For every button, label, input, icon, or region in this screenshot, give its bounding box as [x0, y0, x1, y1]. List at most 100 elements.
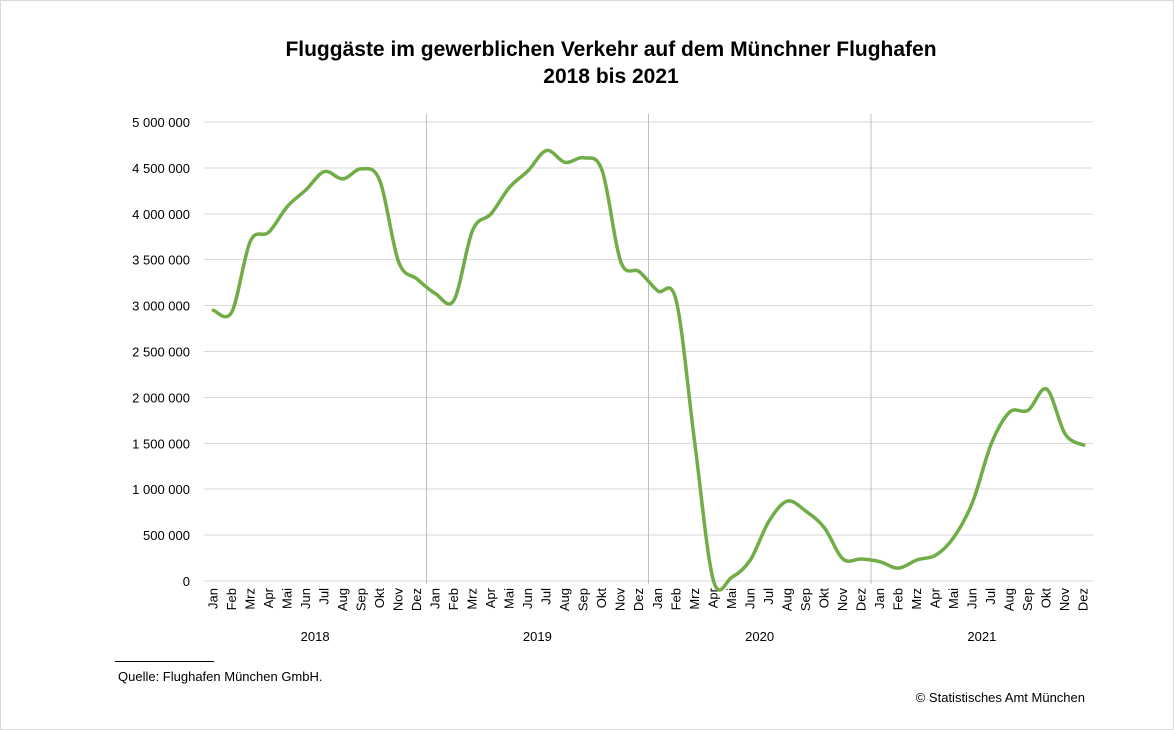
data-point — [971, 501, 974, 504]
x-tick-label: Feb — [224, 588, 239, 610]
series-line — [211, 148, 1086, 592]
data-point — [897, 567, 900, 570]
data-point — [786, 500, 789, 503]
y-tick-label: 2 500 000 — [132, 345, 190, 360]
data-point — [730, 576, 733, 579]
source-divider — [115, 661, 214, 662]
x-axis-year-labels: 2018 2019 2020 2021 — [301, 629, 997, 644]
data-point — [490, 212, 493, 215]
x-tick-label: Dez — [853, 588, 868, 611]
x-tick-label: Apr — [261, 587, 276, 608]
x-tick-label: Jun — [742, 588, 757, 609]
data-point — [842, 558, 845, 561]
x-tick-label: Aug — [779, 588, 794, 611]
data-point — [267, 231, 270, 234]
data-point — [693, 442, 696, 445]
data-point — [286, 205, 289, 208]
x-tick-label: Jun — [298, 588, 313, 609]
data-point — [249, 240, 252, 243]
data-point — [1008, 411, 1011, 414]
data-point — [378, 179, 381, 182]
year-label: 2018 — [301, 629, 330, 644]
data-point — [601, 169, 604, 172]
data-point — [953, 535, 956, 538]
chart-title: Fluggäste im gewerblichen Verkehr auf de… — [285, 38, 937, 61]
data-point — [934, 554, 937, 557]
x-tick-label: Okt — [1039, 588, 1054, 609]
x-tick-label: Dez — [1076, 588, 1091, 611]
x-tick-label: Nov — [613, 588, 628, 612]
x-tick-label: Apr — [705, 587, 720, 608]
data-point — [619, 260, 622, 263]
x-tick-label: Aug — [1002, 588, 1017, 611]
x-tick-label: Aug — [557, 588, 572, 611]
data-point — [1045, 388, 1048, 391]
data-point — [804, 510, 807, 513]
data-point — [1027, 409, 1030, 412]
series-group — [211, 148, 1086, 592]
y-tick-label: 5 000 000 — [132, 115, 190, 130]
x-tick-label: Feb — [446, 588, 461, 610]
data-point — [916, 558, 919, 561]
data-point — [341, 177, 344, 180]
data-point — [675, 300, 678, 303]
x-tick-label: Sep — [576, 588, 591, 611]
data-point — [1082, 444, 1085, 447]
source-note: Quelle: Flughafen München GmbH. — [118, 669, 323, 684]
y-tick-label: 3 000 000 — [132, 299, 190, 314]
chart-subtitle: 2018 bis 2021 — [543, 65, 679, 88]
x-tick-label: Nov — [835, 588, 850, 612]
data-point — [323, 170, 326, 173]
data-point — [453, 299, 456, 302]
year-separators — [425, 114, 872, 584]
data-point — [508, 186, 511, 189]
year-label: 2020 — [745, 629, 774, 644]
data-point — [749, 558, 752, 561]
x-tick-label: Mrz — [465, 588, 480, 610]
x-tick-label: Mai — [279, 588, 294, 609]
x-tick-label: Okt — [594, 588, 609, 609]
x-tick-label: Mrz — [687, 588, 702, 610]
x-tick-label: Feb — [891, 588, 906, 610]
x-tick-label: Nov — [390, 588, 405, 612]
y-tick-label: 500 000 — [143, 528, 190, 543]
data-point — [823, 526, 826, 529]
data-point — [638, 270, 641, 273]
x-axis-tick-labels: Jan Feb Mrz Apr Mai Jun Jul Aug Sep Okt Nov Dez Jan F… — [205, 587, 1090, 611]
year-label: 2021 — [967, 629, 996, 644]
y-tick-label: 1 500 000 — [132, 436, 190, 451]
x-tick-label: Mai — [946, 588, 961, 609]
x-tick-label: Mrz — [242, 588, 257, 610]
x-tick-label: Jan — [205, 588, 220, 609]
data-point — [304, 188, 307, 191]
data-point — [656, 289, 659, 292]
data-point — [860, 558, 863, 561]
x-tick-label: Jul — [316, 588, 331, 605]
x-tick-label: Mai — [502, 588, 517, 609]
data-point — [397, 260, 400, 263]
x-tick-label: Okt — [372, 588, 387, 609]
x-tick-label: Okt — [816, 588, 831, 609]
data-point — [545, 149, 548, 152]
data-point — [582, 156, 585, 159]
x-tick-label: Dez — [409, 588, 424, 611]
x-tick-label: Jun — [520, 588, 535, 609]
x-tick-label: Sep — [353, 588, 368, 611]
data-point — [230, 311, 233, 314]
x-tick-label: Dez — [631, 588, 646, 611]
data-point — [712, 579, 715, 582]
y-tick-label: 4 000 000 — [132, 207, 190, 222]
y-tick-label: 0 — [183, 574, 190, 589]
y-axis-tick-labels: 0 500 000 1 000 000 1 500 000 2 000 000 2 500… — [132, 115, 190, 589]
data-point — [527, 169, 530, 172]
x-tick-label: Nov — [1057, 588, 1072, 612]
year-label: 2019 — [523, 629, 552, 644]
data-point — [1064, 433, 1067, 436]
x-tick-label: Sep — [1020, 588, 1035, 611]
data-point — [879, 560, 882, 563]
x-tick-label: Jul — [983, 588, 998, 605]
x-tick-label: Jul — [761, 588, 776, 605]
y-tick-label: 1 000 000 — [132, 482, 190, 497]
data-point — [416, 278, 419, 281]
x-tick-label: Mai — [724, 588, 739, 609]
